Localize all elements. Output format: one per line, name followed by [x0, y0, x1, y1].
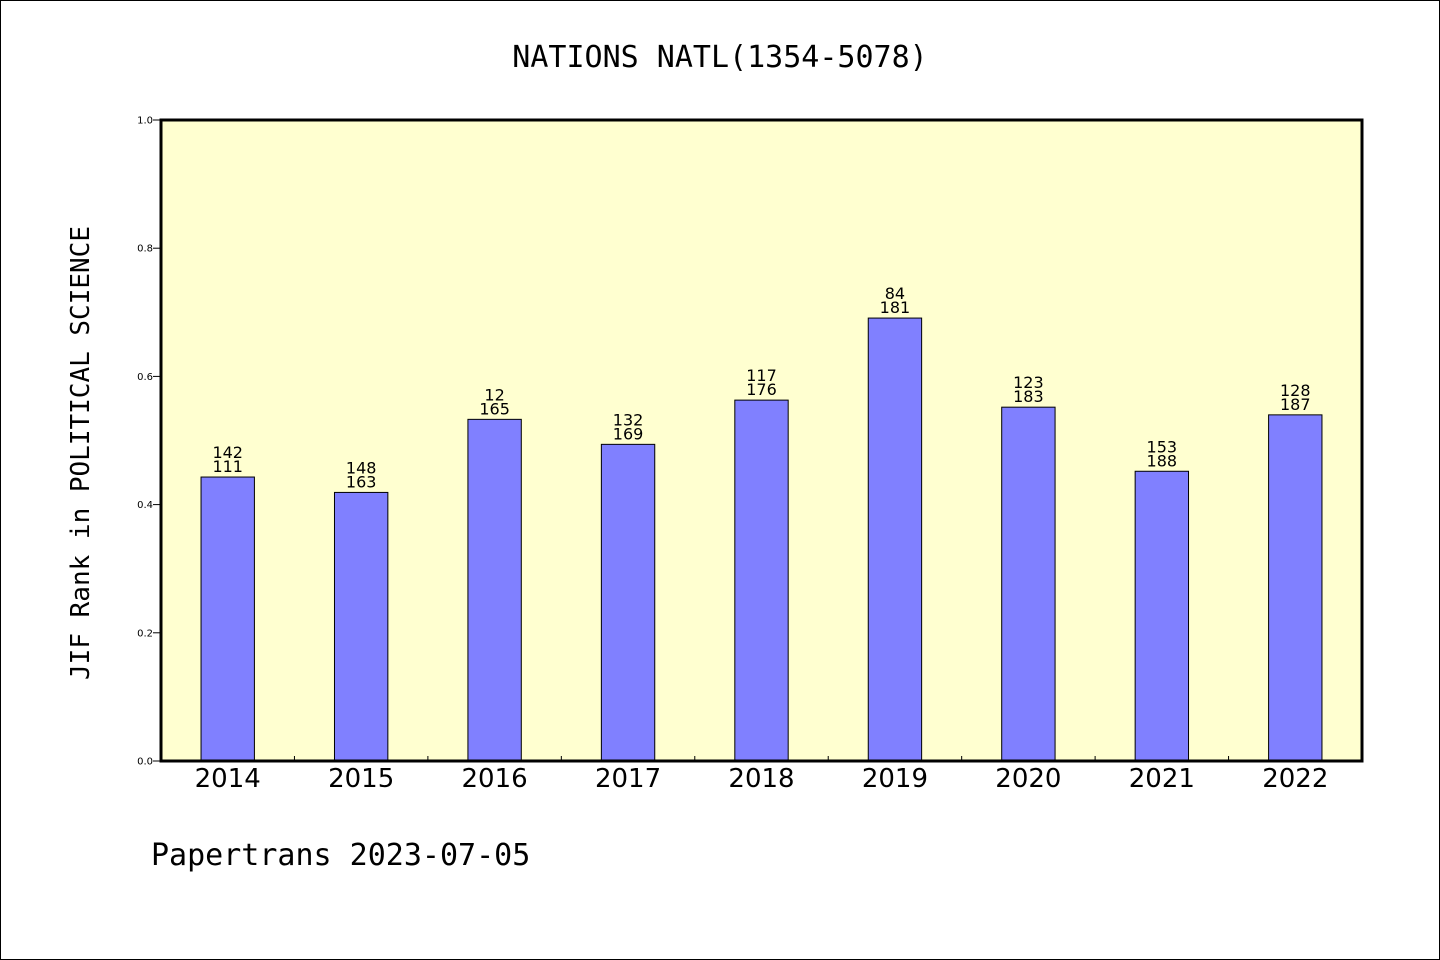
total-label-2019: 181	[880, 298, 911, 317]
total-label-2016: 165	[479, 399, 510, 418]
bar-2022	[1268, 414, 1323, 762]
plot-border	[159, 118, 1364, 763]
x-tick-label-2015: 2015	[328, 764, 394, 794]
bar-2021	[1134, 470, 1190, 762]
x-tick-label-2016: 2016	[462, 764, 528, 794]
rank-label-2018: 117	[746, 366, 777, 385]
y-axis-label: JIF Rank in POLITICAL SCIENCE	[66, 226, 96, 680]
rank-label-2019: 84	[885, 284, 905, 303]
bar-2017	[600, 443, 656, 762]
total-label-2020: 183	[1013, 387, 1044, 406]
total-label-2022: 187	[1280, 395, 1311, 414]
rank-label-2022: 128	[1280, 381, 1311, 400]
y-tick-label-0-0: 0.0	[137, 757, 153, 768]
x-tick-label-2020: 2020	[995, 764, 1061, 794]
y-tick-label-0-6: 0.6	[137, 372, 153, 383]
rank-label-2020: 123	[1013, 373, 1044, 392]
bar-2014	[200, 476, 255, 762]
y-axis: 0.0 0.2 0.4 0.6 0.8 1.0	[137, 116, 161, 768]
total-label-2015: 163	[346, 472, 377, 491]
rank-label-2017: 132	[613, 410, 644, 429]
y-tick-label-0-8: 0.8	[137, 244, 153, 255]
total-label-2018: 176	[746, 380, 777, 399]
y-tick-label-0-2: 0.2	[137, 628, 153, 639]
x-tick-label-2021: 2021	[1129, 764, 1195, 794]
x-tick-label-2022: 2022	[1262, 764, 1328, 794]
footer-label: Papertrans 2023-07-05	[151, 838, 530, 873]
x-axis: 2014 2015 2016 2017 2018 2019 2020 2021 2022	[195, 756, 1328, 794]
bars-layer	[200, 317, 1323, 762]
bar-2019	[867, 317, 923, 762]
rank-label-2016: 12	[484, 385, 504, 404]
rank-label-2021: 153	[1147, 437, 1178, 456]
rank-label-2015: 148	[346, 458, 377, 477]
bar-2020	[1001, 406, 1056, 762]
x-tick-label-2014: 2014	[195, 764, 261, 794]
total-label-2014: 111	[212, 457, 243, 476]
rank-label-2014: 142	[212, 443, 243, 462]
y-tick-label-0-4: 0.4	[137, 500, 153, 511]
x-tick-label-2018: 2018	[728, 764, 794, 794]
bar-2016	[467, 418, 522, 762]
bar-2018	[734, 399, 789, 762]
total-label-2017: 169	[613, 424, 644, 443]
total-label-2021: 188	[1147, 451, 1178, 470]
bar-2015	[333, 491, 389, 762]
y-tick-label-1-0: 1.0	[137, 116, 153, 127]
x-tick-label-2019: 2019	[862, 764, 928, 794]
x-tick-label-2017: 2017	[595, 764, 661, 794]
chart-title: NATIONS NATL(1354-5078)	[512, 40, 927, 75]
